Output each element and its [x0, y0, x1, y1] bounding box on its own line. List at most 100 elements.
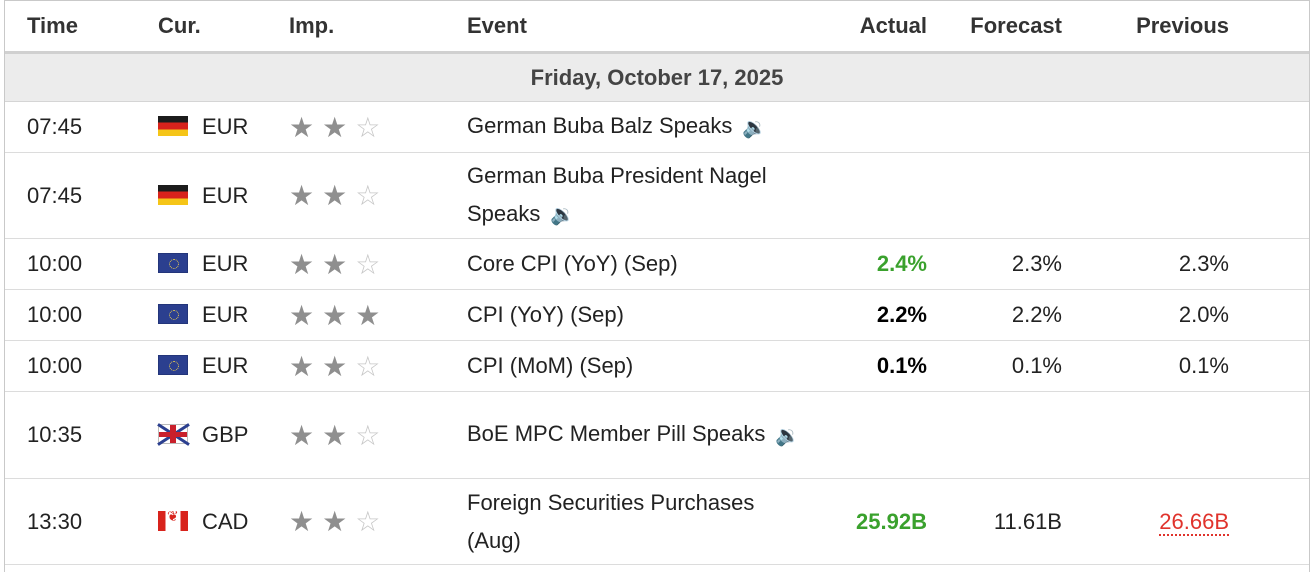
- col-actual-header[interactable]: Actual: [807, 1, 927, 54]
- speaker-icon: 🔉: [742, 116, 768, 139]
- event-row[interactable]: 10:35 GBP ★★☆ BoE MPC Member Pill Speaks 🔉: [5, 391, 1309, 479]
- event-time: 10:00: [5, 238, 158, 290]
- previous-value: [1062, 391, 1229, 479]
- star-filled-icon: ★: [322, 350, 356, 382]
- star-empty-icon: ☆: [355, 506, 389, 537]
- previous-revised-value[interactable]: 26.66B: [1159, 508, 1229, 536]
- currency-code: EUR: [202, 251, 249, 276]
- currency-code: EUR: [202, 182, 249, 208]
- importance-rating: ★★☆: [289, 391, 467, 479]
- star-filled-icon: ★: [322, 299, 356, 331]
- importance-stars: ★★☆: [289, 112, 388, 143]
- star-filled-icon: ★: [289, 248, 323, 280]
- event-currency-cell: GBP: [157, 391, 289, 479]
- star-filled-icon: ★: [322, 419, 356, 451]
- previous-value: 26.66B: [1062, 478, 1229, 565]
- row-spacer: [1229, 101, 1309, 153]
- actual-value: [807, 391, 927, 479]
- european-union-flag-icon: [158, 253, 188, 274]
- event-name-link[interactable]: German Buba Balz Speaks: [467, 113, 733, 139]
- european-union-flag-icon: [158, 355, 188, 376]
- col-event-header[interactable]: Event: [467, 1, 807, 54]
- event-row[interactable]: 07:45 EUR ★★☆ German Buba Balz Speaks 🔉: [5, 101, 1309, 153]
- event-time: 07:45: [5, 101, 158, 153]
- actual-value: 2.2%: [807, 289, 927, 341]
- event-row[interactable]: 10:00 EUR ★★☆ CPI (MoM) (Sep) 0.1% 0.1% 0.1%: [5, 340, 1309, 392]
- event-time: 10:35: [5, 391, 158, 479]
- star-filled-icon: ★: [322, 248, 356, 280]
- actual-value: [807, 101, 927, 153]
- event-cell: German Buba Balz Speaks 🔉: [467, 101, 807, 153]
- event-name-link[interactable]: German Buba President Nagel Speaks: [467, 162, 767, 226]
- event-cell: German Buba President Nagel Speaks 🔉: [467, 152, 807, 239]
- star-filled-icon: ★: [289, 506, 323, 537]
- forecast-value: 2.2%: [927, 289, 1062, 341]
- event-cell: BoE MPC Member Pill Speaks 🔉: [467, 391, 807, 479]
- col-currency-header[interactable]: Cur.: [158, 1, 289, 54]
- importance-stars: ★★☆: [289, 351, 388, 382]
- event-currency-cell: EUR: [158, 152, 289, 239]
- star-filled-icon: ★: [289, 111, 323, 143]
- actual-value: 2.4%: [807, 238, 927, 290]
- forecast-value: 0.1%: [927, 340, 1062, 392]
- star-filled-icon: ★: [289, 419, 323, 451]
- event-row[interactable]: 10:00 EUR ★★☆ Core CPI (YoY) (Sep) 2.4% 2.3% 2…: [5, 238, 1309, 290]
- calendar-table: Time Cur. Imp. Event Actual Forecast Pre…: [5, 1, 1309, 565]
- importance-rating: ★★☆: [289, 152, 467, 239]
- star-filled-icon: ★: [355, 299, 389, 331]
- header-row: Time Cur. Imp. Event Actual Forecast Pre…: [5, 1, 1309, 54]
- speaker-icon: 🔉: [550, 204, 576, 227]
- row-spacer: [1229, 478, 1309, 565]
- col-forecast-header[interactable]: Forecast: [927, 1, 1062, 54]
- event-row[interactable]: 13:30CAD★★☆Foreign Securities Purchases …: [5, 478, 1309, 565]
- col-previous-header[interactable]: Previous: [1062, 1, 1229, 54]
- currency-code: EUR: [202, 302, 249, 327]
- economic-calendar: Time Cur. Imp. Event Actual Forecast Pre…: [4, 0, 1310, 572]
- row-spacer: [1229, 289, 1309, 341]
- col-time-header[interactable]: Time: [5, 1, 158, 54]
- col-importance-header[interactable]: Imp.: [289, 1, 467, 54]
- speaker-icon: 🔉: [775, 424, 801, 447]
- event-cell: CPI (YoY) (Sep): [467, 289, 807, 341]
- event-currency-cell: EUR: [158, 289, 289, 341]
- importance-rating: ★★☆: [289, 238, 467, 290]
- star-empty-icon: ☆: [355, 248, 389, 280]
- currency-code: GBP: [202, 422, 249, 447]
- importance-stars: ★★☆: [289, 249, 388, 280]
- event-row[interactable]: 07:45 EUR ★★☆ German Buba President Nagel S…: [5, 152, 1309, 239]
- event-name-link[interactable]: CPI (MoM) (Sep): [467, 353, 634, 378]
- header-spacer: [1229, 1, 1309, 54]
- star-filled-icon: ★: [289, 299, 323, 331]
- importance-rating: ★★☆: [289, 340, 467, 392]
- star-filled-icon: ★: [322, 180, 356, 211]
- forecast-value: 2.3%: [927, 238, 1062, 290]
- date-row: Friday, October 17, 2025: [5, 52, 1309, 102]
- row-spacer: [1229, 238, 1309, 290]
- germany-flag-icon: [158, 116, 188, 137]
- previous-value: 2.3%: [1062, 238, 1229, 290]
- currency-code: EUR: [202, 114, 249, 139]
- event-name-link[interactable]: CPI (YoY) (Sep): [467, 302, 624, 327]
- germany-flag-icon: [158, 184, 188, 205]
- star-empty-icon: ☆: [355, 111, 389, 143]
- row-spacer: [1229, 340, 1309, 392]
- previous-value: [1062, 101, 1229, 153]
- forecast-value: [927, 152, 1062, 239]
- event-time: 07:45: [5, 152, 158, 239]
- star-filled-icon: ★: [289, 350, 323, 382]
- event-cell: Foreign Securities Purchases (Aug): [467, 478, 807, 565]
- currency-code: EUR: [202, 353, 249, 378]
- importance-rating: ★★★: [289, 289, 467, 341]
- date-label: Friday, October 17, 2025: [5, 52, 1309, 102]
- event-currency-cell: EUR: [158, 101, 289, 153]
- importance-stars: ★★☆: [289, 420, 388, 451]
- importance-stars: ★★☆: [289, 506, 388, 537]
- event-name-link[interactable]: Core CPI (YoY) (Sep): [467, 251, 678, 276]
- european-union-flag-icon: [158, 304, 188, 325]
- currency-code: CAD: [202, 508, 249, 534]
- event-name-link[interactable]: Foreign Securities Purchases (Aug): [467, 489, 755, 553]
- forecast-value: [927, 391, 1062, 479]
- event-row[interactable]: 10:00 EUR ★★★ CPI (YoY) (Sep) 2.2% 2.2% 2.0%: [5, 289, 1309, 341]
- event-name-link[interactable]: BoE MPC Member Pill Speaks: [467, 421, 766, 447]
- star-empty-icon: ☆: [355, 350, 389, 382]
